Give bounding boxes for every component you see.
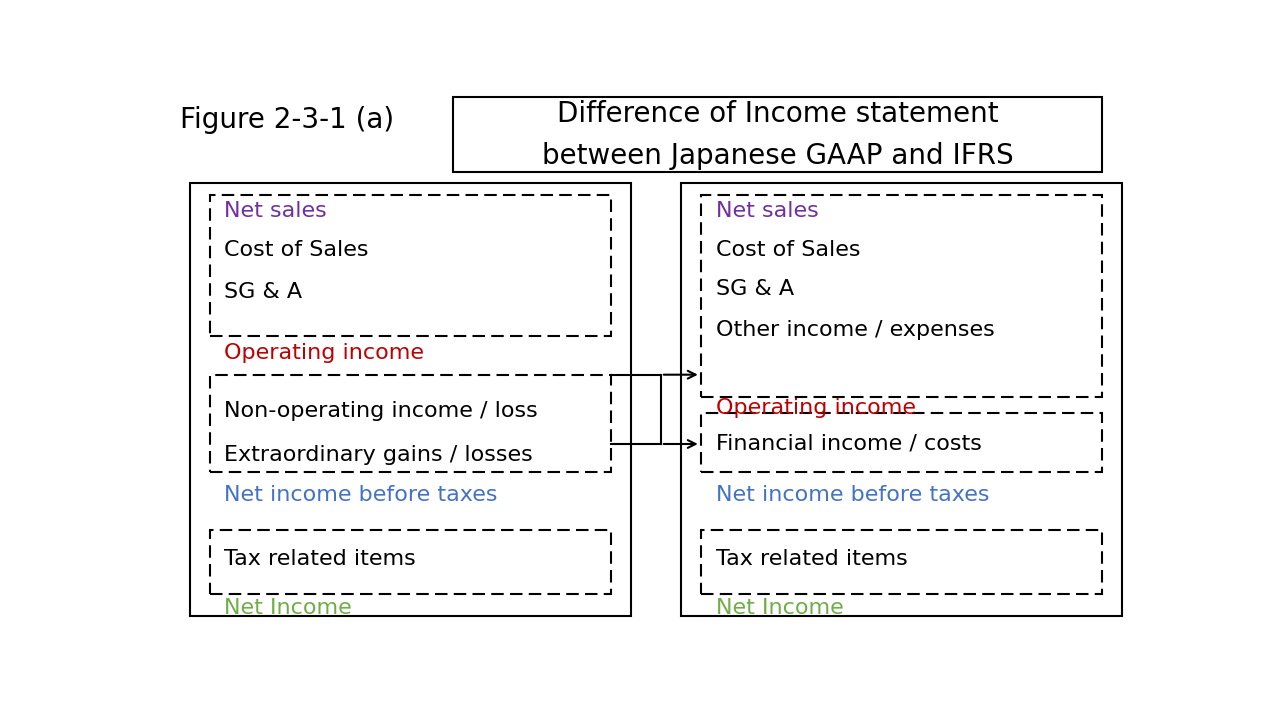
Text: Net sales: Net sales	[716, 201, 818, 221]
Text: Operating income: Operating income	[716, 398, 915, 418]
Bar	[189, 184, 631, 616]
Text: Figure 2-3-1 (a): Figure 2-3-1 (a)	[179, 106, 394, 134]
Bar	[210, 194, 612, 336]
Text: Net Income: Net Income	[716, 598, 844, 618]
Text: Cost of Sales: Cost of Sales	[224, 240, 369, 260]
Bar	[700, 530, 1102, 594]
Bar	[453, 97, 1102, 172]
Bar	[681, 184, 1123, 616]
Text: Difference of Income statement
between Japanese GAAP and IFRS: Difference of Income statement between J…	[541, 100, 1014, 169]
Text: SG & A: SG & A	[224, 282, 302, 302]
Text: Other income / expenses: Other income / expenses	[716, 320, 995, 341]
Text: Operating income: Operating income	[224, 343, 425, 362]
Bar	[210, 374, 612, 472]
Text: Tax related items: Tax related items	[716, 549, 908, 569]
Bar	[700, 194, 1102, 397]
Text: Extraordinary gains / losses: Extraordinary gains / losses	[224, 445, 534, 465]
Text: Cost of Sales: Cost of Sales	[716, 240, 860, 260]
Text: Net income before taxes: Net income before taxes	[716, 485, 989, 505]
Text: Tax related items: Tax related items	[224, 549, 416, 569]
Text: Net sales: Net sales	[224, 201, 328, 221]
Text: Non-operating income / loss: Non-operating income / loss	[224, 401, 538, 420]
Text: SG & A: SG & A	[716, 279, 794, 299]
Bar	[700, 413, 1102, 472]
Bar	[210, 530, 612, 594]
Text: Financial income / costs: Financial income / costs	[716, 434, 982, 454]
Text: Net Income: Net Income	[224, 598, 352, 618]
Text: Net income before taxes: Net income before taxes	[224, 485, 498, 505]
